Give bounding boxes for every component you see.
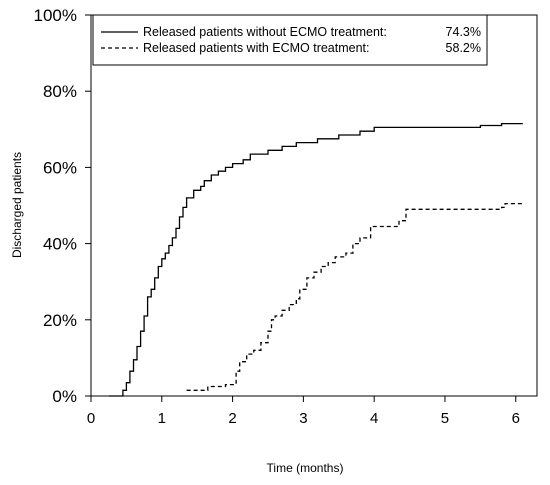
x-tick-label: 2 (228, 410, 236, 427)
y-axis: 0% 20% 40% 60% 80% 100% (34, 6, 91, 406)
x-tick-label: 3 (299, 410, 307, 427)
legend-value-with-ecmo: 58.2% (446, 41, 481, 55)
x-tick-label: 4 (370, 410, 378, 427)
legend-value-without-ecmo: 74.3% (446, 25, 481, 39)
plot-border (90, 14, 538, 397)
x-tick-label: 0 (87, 410, 95, 427)
legend: Released patients without ECMO treatment… (92, 14, 488, 66)
y-tick-label: 0% (52, 387, 77, 406)
plot-frame (90, 14, 538, 397)
x-tick-label: 5 (441, 410, 449, 427)
x-axis: 0 1 2 3 4 5 6 (87, 396, 520, 427)
y-tick-label: 20% (43, 311, 77, 330)
x-tick-label: 6 (512, 410, 520, 427)
y-tick-label: 100% (34, 6, 77, 25)
x-tick-label: 1 (158, 410, 166, 427)
series-line-without-ecmo (108, 122, 523, 397)
legend-label-with-ecmo: Released patients with ECMO treatment: (143, 41, 370, 55)
y-axis-label: Discharged patients (10, 152, 24, 258)
series-layer (108, 122, 523, 397)
y-tick-label: 60% (43, 158, 77, 177)
legend-label-without-ecmo: Released patients without ECMO treatment… (143, 25, 387, 39)
legend-box (92, 14, 488, 66)
x-axis-label: Time (months) (267, 461, 344, 475)
series-line-with-ecmo (186, 202, 523, 391)
y-tick-label: 80% (43, 82, 77, 101)
y-tick-label: 40% (43, 235, 77, 254)
